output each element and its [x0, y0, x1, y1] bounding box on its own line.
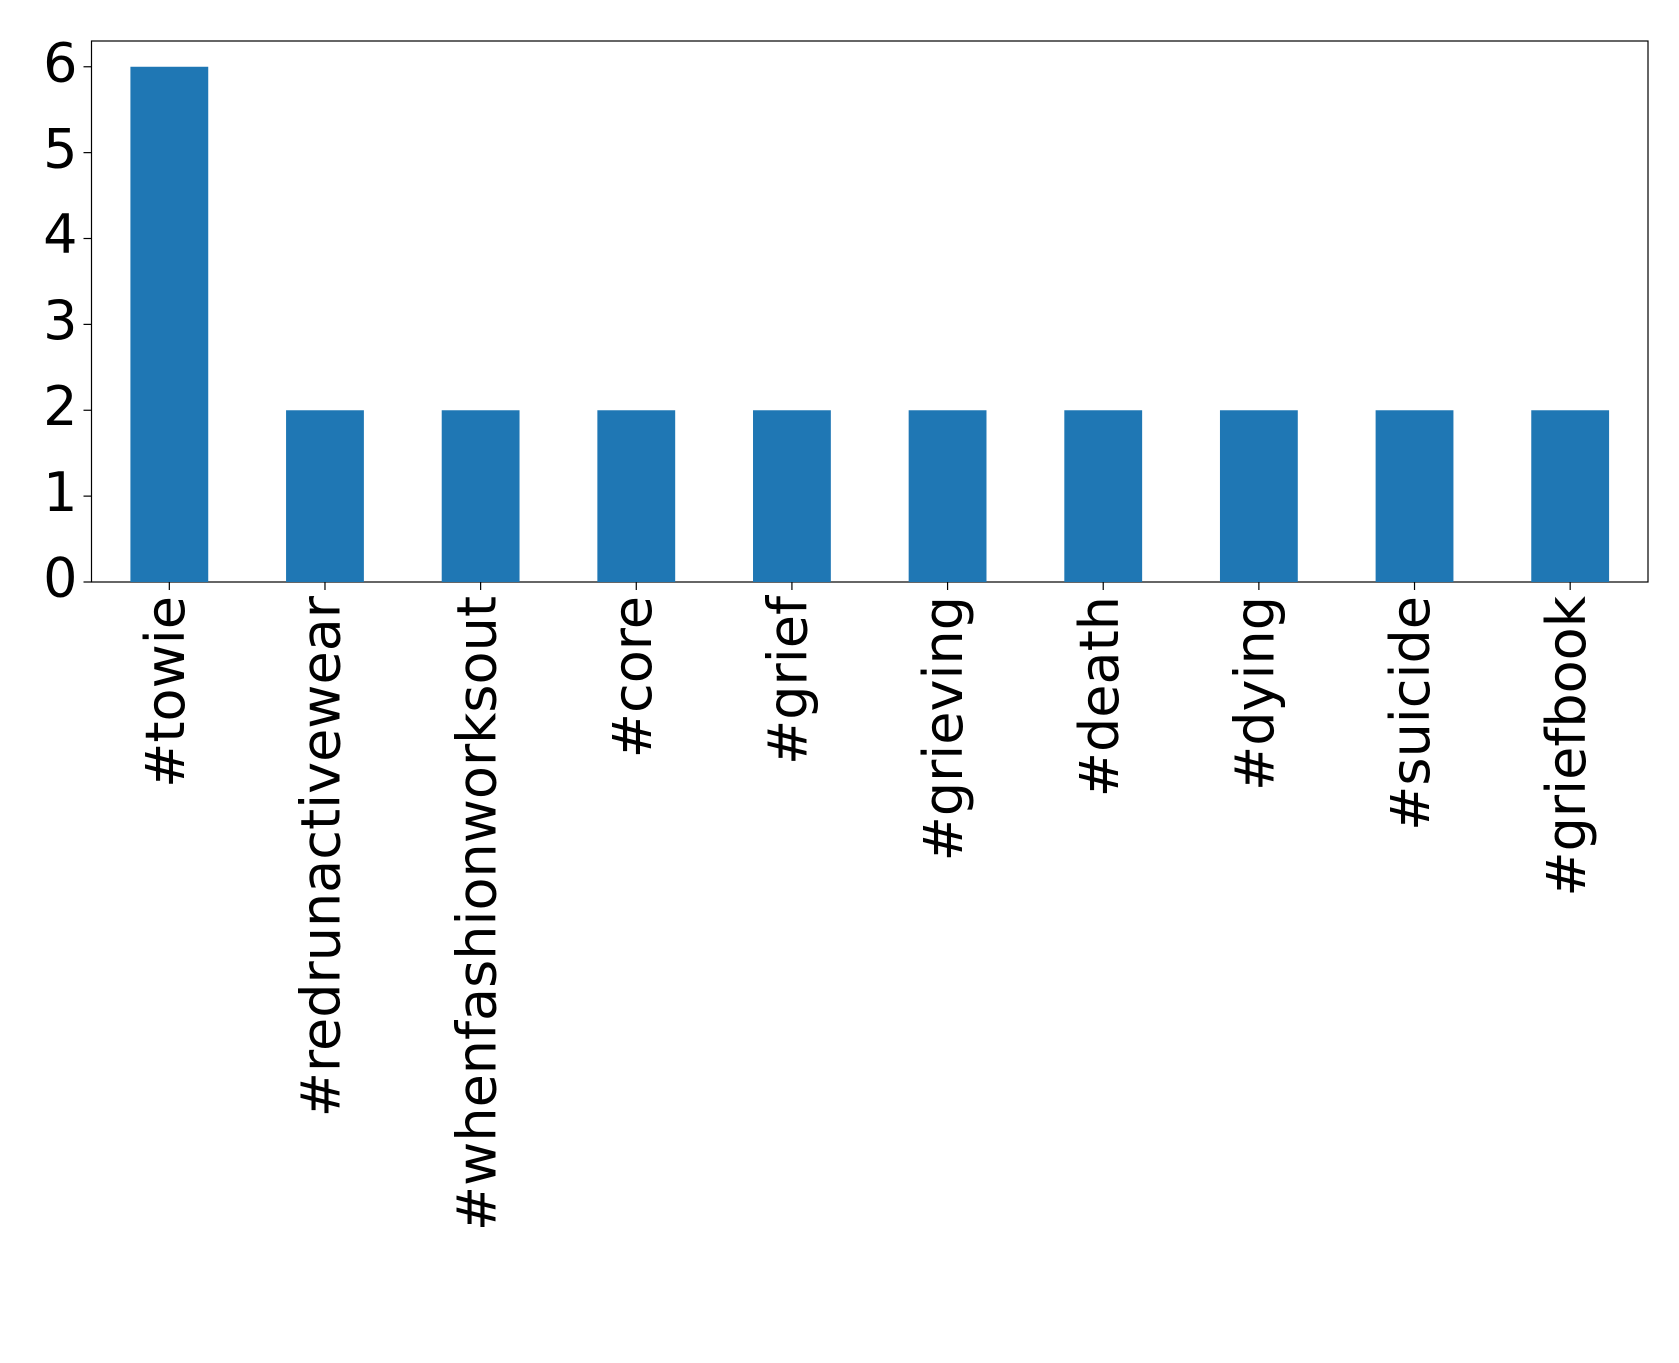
bar — [597, 410, 676, 582]
bar — [1531, 410, 1610, 582]
x-tick-label: #core — [601, 596, 664, 758]
y-tick-label: 2 — [43, 375, 77, 438]
x-tick-label: #griefbook — [1535, 595, 1598, 896]
x-tick-label: #whenfashionworksout — [445, 596, 508, 1231]
x-tick-label: #redrunactivewear — [290, 595, 353, 1117]
x-tick-label: #suicide — [1379, 596, 1442, 831]
bar — [1219, 410, 1298, 582]
y-tick-label: 3 — [43, 289, 77, 352]
x-tick-label: #grieving — [912, 596, 975, 861]
x-tick-label: #grief — [757, 594, 820, 765]
bar — [908, 410, 987, 582]
x-tick-label: #death — [1068, 596, 1131, 797]
y-tick-label: 4 — [43, 203, 77, 266]
x-tick-label: #dying — [1224, 596, 1287, 791]
y-tick-label: 5 — [43, 117, 77, 180]
x-tick-label: #towie — [134, 596, 197, 788]
y-tick-label: 0 — [43, 547, 77, 610]
bar — [441, 410, 520, 582]
bar — [1375, 410, 1454, 582]
plot-frame — [90, 40, 1649, 583]
bar — [753, 410, 831, 582]
y-tick-label: 6 — [43, 31, 77, 94]
bar — [286, 410, 364, 582]
bar — [130, 66, 209, 582]
y-tick-label: 1 — [43, 461, 77, 524]
bar — [1064, 410, 1143, 582]
